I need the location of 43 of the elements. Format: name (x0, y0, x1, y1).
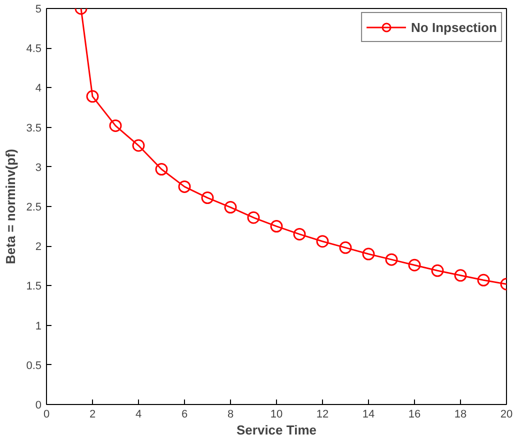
point (408, 258, 421, 272)
point (155, 163, 168, 176)
point (270, 220, 283, 233)
y-tick-label: 0 (35, 400, 42, 412)
y-tick-label: 1 (35, 320, 42, 332)
point (224, 201, 237, 214)
x-tick-label: 4 (135, 408, 142, 420)
y-tick-label: 4.5 (26, 43, 42, 56)
point (431, 264, 444, 277)
point (201, 192, 214, 204)
point (316, 235, 329, 248)
y-tick-label: 3.5 (26, 122, 42, 134)
x-tick-label: 8 (227, 408, 234, 420)
x-tick-label: 2 (89, 408, 96, 420)
point (247, 211, 260, 224)
x-tick-label: 14 (362, 408, 375, 420)
x-tick-label: 6 (181, 408, 188, 420)
point (454, 269, 467, 282)
point (86, 90, 99, 103)
x-tick-label: 16 (408, 408, 421, 420)
x-tick-label: 20 (500, 408, 513, 420)
y-tick-label: 0.5 (26, 360, 42, 372)
point (109, 119, 122, 132)
x-tick-label: 0 (43, 408, 50, 420)
y-tick-label: 3 (35, 162, 42, 174)
y-tick-label: 1.5 (26, 280, 42, 293)
point (385, 253, 398, 266)
point (362, 248, 375, 260)
legend-label: No Inpsection (411, 20, 497, 34)
y-tick-label: 2.5 (26, 202, 42, 214)
point (477, 274, 490, 286)
x-tick-label: 18 (454, 408, 467, 420)
point (293, 228, 306, 240)
point (132, 139, 145, 152)
x-tick-label: 12 (316, 408, 329, 420)
x-axis-title: Service Time (236, 422, 316, 438)
y-tick-label: 2 (35, 241, 42, 254)
point (178, 180, 191, 193)
x-tick-label: 10 (270, 408, 283, 420)
y-tick-label: 4 (35, 82, 42, 95)
y-axis-title: Beta = norminv(pf) (3, 148, 18, 264)
point (339, 241, 352, 254)
y-tick-label: 5 (35, 4, 42, 16)
